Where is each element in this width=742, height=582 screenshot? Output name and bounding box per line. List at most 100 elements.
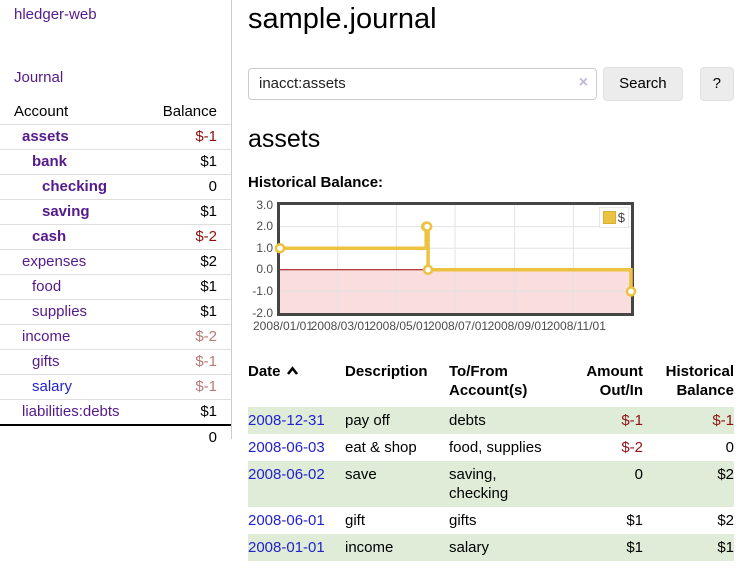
account-balance: $-2: [143, 225, 231, 250]
search-box: ×: [248, 68, 597, 100]
y-axis-tick-label: 1.0: [248, 241, 273, 255]
register-row: 2008-01-01incomesalary$1$1: [248, 534, 734, 561]
account-row: liabilities:debts$1: [0, 400, 231, 426]
account-heading: assets: [248, 125, 734, 154]
register-header-date[interactable]: Date: [248, 360, 345, 407]
transaction-amount: $1: [557, 534, 643, 561]
register-row: 2008-06-01giftgifts$1$2: [248, 507, 734, 534]
register-header-balance: Historical Balance: [643, 360, 734, 407]
sidebar-account-link-expenses[interactable]: expenses: [22, 253, 86, 270]
transaction-date-link[interactable]: 2008-06-03: [248, 439, 325, 456]
account-balance: $1: [143, 150, 231, 175]
account-row: saving $1: [0, 200, 231, 225]
account-balance: $1: [143, 200, 231, 225]
transaction-amount: $1: [557, 507, 643, 534]
accounts-table: Account Balance assets $-1 bank $1 checking 0…: [0, 100, 231, 450]
transaction-accounts: salary: [449, 534, 557, 561]
account-row: food $1: [0, 275, 231, 300]
account-row: gifts $-1: [0, 350, 231, 375]
chart-plot: $: [277, 202, 634, 316]
sidebar-account-link-supplies[interactable]: supplies: [32, 303, 87, 320]
transaction-date-link[interactable]: 2008-12-31: [248, 412, 325, 429]
account-row: checking 0: [0, 175, 231, 200]
sidebar-account-link-gifts[interactable]: gifts: [32, 353, 60, 370]
accounts-header-account: Account: [0, 100, 143, 125]
sidebar-account-link-income[interactable]: income: [22, 328, 70, 345]
account-balance: $2: [143, 250, 231, 275]
account-row: cash $-2: [0, 225, 231, 250]
transaction-accounts: food, supplies: [449, 434, 557, 461]
sidebar-account-link-food[interactable]: food: [32, 278, 61, 295]
search-form: × Search ?: [248, 67, 734, 101]
sidebar-account-link-liabilities-debts[interactable]: liabilities:debts: [22, 403, 120, 420]
x-axis-tick-label: 2008/11/01: [540, 319, 612, 333]
sidebar: hledger-web Journal Account Balance asse…: [0, 0, 232, 439]
account-balance: $-1: [143, 350, 231, 375]
app-title: hledger-web: [0, 6, 231, 23]
chart-label: Historical Balance:: [248, 174, 734, 191]
register-row: 2008-06-03eat & shopfood, supplies$-20: [248, 434, 734, 461]
transaction-balance: 0: [643, 434, 734, 461]
sidebar-account-link-assets[interactable]: assets: [22, 128, 69, 145]
account-balance: $-1: [143, 375, 231, 400]
y-axis-tick-label: 3.0: [248, 198, 273, 212]
account-balance: $1: [143, 300, 231, 325]
register-header-amount: Amount Out/In: [557, 360, 643, 407]
register-header-description: Description: [345, 360, 449, 407]
balance-chart: $ 3.02.01.00.0-1.0-2.02008/01/012008/03/…: [248, 202, 734, 338]
chart-legend: $: [599, 207, 629, 228]
account-balance: $-1: [143, 125, 231, 150]
account-row: income $-2: [0, 325, 231, 350]
y-axis-tick-label: 2.0: [248, 219, 273, 233]
transaction-date-link[interactable]: 2008-01-01: [248, 539, 325, 556]
accounts-total-value: 0: [0, 425, 231, 450]
accounts-total-row: 0: [0, 425, 231, 450]
sidebar-account-link-bank[interactable]: bank: [32, 153, 67, 170]
search-button[interactable]: Search: [603, 67, 683, 101]
legend-swatch-icon: [603, 211, 616, 224]
transaction-date-link[interactable]: 2008-06-01: [248, 512, 325, 529]
accounts-tbody: assets$-1bank$1checking0saving$1cash$-2e…: [0, 125, 231, 426]
transaction-balance: $2: [643, 507, 734, 534]
account-balance: 0: [143, 175, 231, 200]
register-row: 2008-06-02 savesaving, checking0$2: [248, 461, 734, 507]
transaction-description: income: [345, 534, 449, 561]
page-title: sample.journal: [248, 2, 734, 37]
register-header-row: Date Description To/From Account(s) Amou…: [248, 360, 734, 407]
transaction-amount: 0: [557, 461, 643, 507]
account-balance: $-2: [143, 325, 231, 350]
sidebar-account-link-salary[interactable]: salary: [32, 378, 72, 395]
sidebar-account-link-cash[interactable]: cash: [32, 228, 66, 245]
register-row: 2008-12-31pay offdebts$-1$-1: [248, 407, 734, 434]
help-button[interactable]: ?: [700, 67, 734, 101]
hledger-web-app: hledger-web Journal Account Balance asse…: [0, 0, 742, 582]
transaction-date-link[interactable]: 2008-06-02: [248, 466, 325, 483]
sidebar-account-link-checking[interactable]: checking: [42, 178, 107, 195]
legend-series-label: $: [618, 210, 625, 225]
accounts-header-row: Account Balance: [0, 100, 231, 125]
sidebar-item-journal[interactable]: Journal: [14, 69, 63, 86]
account-row: assets $-1: [0, 125, 231, 150]
main-content: sample.journal × Search ? assets Histori…: [233, 0, 742, 582]
accounts-header-balance: Balance: [143, 100, 231, 125]
sidebar-account-link-saving[interactable]: saving: [42, 203, 90, 220]
account-row: supplies $1: [0, 300, 231, 325]
search-input[interactable]: [248, 68, 597, 100]
register-table: Date Description To/From Account(s) Amou…: [248, 360, 734, 561]
transaction-accounts: saving, checking: [449, 461, 557, 507]
transaction-description: pay off: [345, 407, 449, 434]
account-row: expenses $2: [0, 250, 231, 275]
transaction-balance: $2: [643, 461, 734, 507]
transaction-balance: $1: [643, 534, 734, 561]
chart-canvas: [280, 205, 631, 313]
account-row: bank $1: [0, 150, 231, 175]
clear-search-icon[interactable]: ×: [579, 75, 588, 91]
account-balance: $1: [143, 275, 231, 300]
transaction-amount: $-1: [557, 407, 643, 434]
register-tbody: 2008-12-31pay offdebts$-1$-12008-06-03ea…: [248, 407, 734, 561]
y-axis-tick-label: -1.0: [248, 284, 273, 298]
transaction-accounts: gifts: [449, 507, 557, 534]
transaction-accounts: debts: [449, 407, 557, 434]
register-header-accounts: To/From Account(s): [449, 360, 557, 407]
transaction-description: save: [345, 461, 449, 507]
